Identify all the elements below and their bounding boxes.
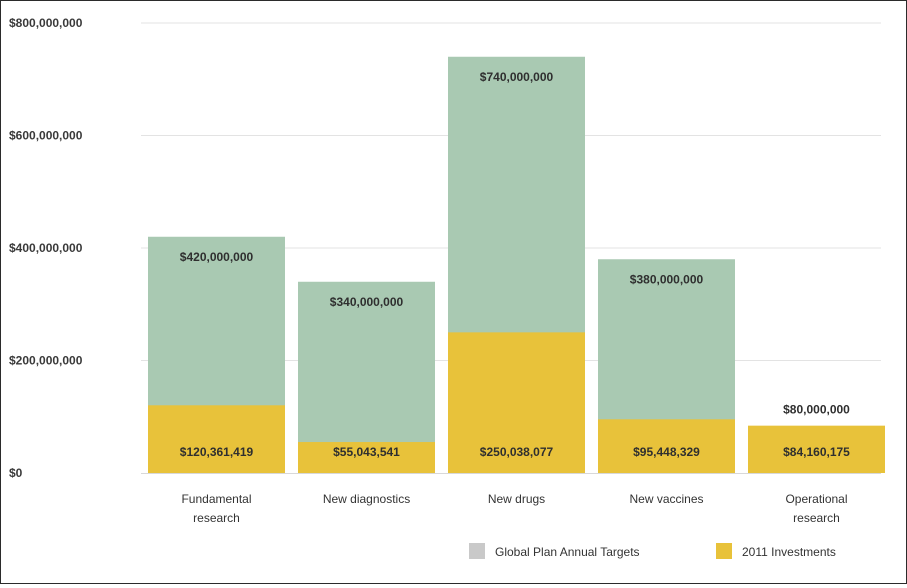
investment-value-label: $55,043,541	[333, 445, 400, 459]
investment-bar	[298, 442, 435, 473]
target-value-label: $340,000,000	[330, 295, 404, 309]
x-category-label: Operational	[785, 492, 847, 506]
legend-swatch-targets	[469, 543, 485, 559]
investment-value-label: $95,448,329	[633, 445, 700, 459]
y-tick-label: $400,000,000	[9, 241, 83, 255]
target-value-label: $740,000,000	[480, 70, 554, 84]
legend-swatch-investments	[716, 543, 732, 559]
legend-label-targets: Global Plan Annual Targets	[495, 545, 640, 559]
investment-bar	[148, 405, 285, 473]
investment-bar	[598, 419, 735, 473]
x-category-label: New drugs	[488, 492, 545, 506]
x-category-label: New diagnostics	[323, 492, 410, 506]
x-category-label: research	[193, 511, 240, 525]
y-tick-label: $200,000,000	[9, 354, 83, 368]
y-tick-label: $0	[9, 466, 23, 480]
investment-value-label: $84,160,175	[783, 445, 850, 459]
legend-label-investments: 2011 Investments	[742, 545, 836, 559]
y-tick-label: $800,000,000	[9, 16, 83, 30]
x-category-label: research	[793, 511, 840, 525]
x-category-label: New vaccines	[629, 492, 703, 506]
investment-value-label: $120,361,419	[180, 445, 254, 459]
investment-bar	[448, 332, 585, 473]
y-tick-label: $600,000,000	[9, 129, 83, 143]
target-bar	[298, 281, 435, 473]
target-value-label: $420,000,000	[180, 250, 254, 264]
investment-value-label: $250,038,077	[480, 445, 554, 459]
target-value-label: $380,000,000	[630, 272, 704, 286]
x-category-label: Fundamental	[181, 492, 251, 506]
target-value-label: $80,000,000	[783, 403, 850, 417]
investment-bar	[748, 425, 885, 473]
